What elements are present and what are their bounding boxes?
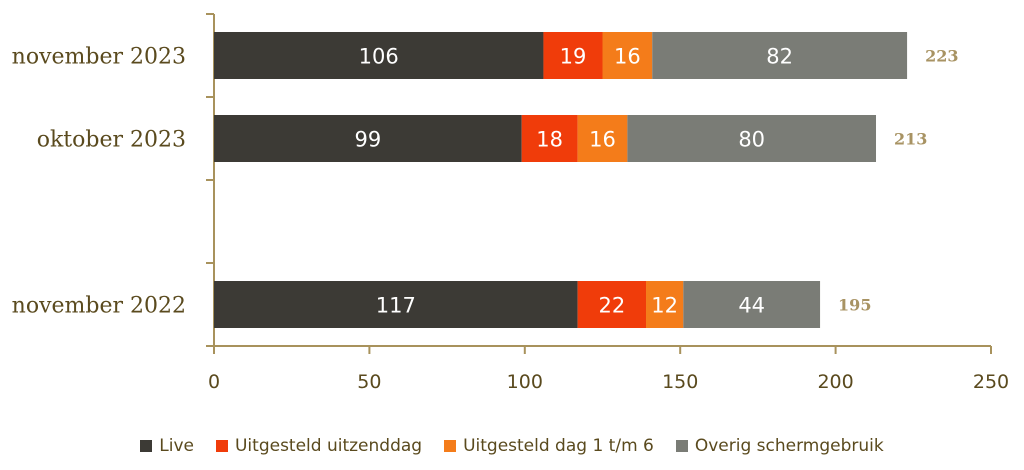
bar-segment [577,115,628,162]
bars: 106 19 16 82 223 99 18 16 80 213 117 22 12 44 195 [214,32,958,328]
segment-value-label: 16 [614,45,641,69]
legend-item: Live [140,436,194,456]
value-tick-label: 50 [357,371,381,393]
segment-value-label: 117 [376,294,416,318]
total-label: 223 [925,47,958,66]
bar-segment [646,281,684,328]
value-tick-label: 0 [208,371,220,393]
total-label: 195 [838,296,871,315]
legend-label: Overig schermgebruik [694,436,884,456]
bar-segment [214,32,544,79]
value-tick-label: 150 [662,371,698,393]
value-tick-label: 100 [507,371,543,393]
legend: Live Uitgesteld uitzenddag Uitgesteld dag … [0,436,1024,456]
legend-item: Uitgesteld uitzenddag [215,436,423,456]
segment-value-label: 19 [560,45,587,69]
legend-label: Uitgesteld dag 1 t/m 6 [463,436,654,456]
category-label: november 2022 [12,294,186,319]
category-label: oktober 2023 [37,128,186,153]
total-label: 213 [894,130,927,149]
bar-segment [577,281,647,328]
value-axis: 0 50 100 150 200 250 [208,345,1009,393]
legend-item: Uitgesteld dag 1 t/m 6 [444,436,654,456]
legend-item: Overig schermgebruik [675,436,884,456]
legend-swatch [444,440,457,452]
bar-segment [214,281,578,328]
bar-segment [683,281,821,328]
segment-value-label: 22 [598,294,625,318]
bar-segment [521,115,578,162]
legend-swatch [140,440,153,452]
bar-segment [602,32,653,79]
value-tick-label: 200 [817,371,853,393]
segment-value-label: 99 [354,128,381,152]
legend-swatch [215,440,228,452]
segment-value-label: 18 [536,128,563,152]
segment-value-label: 44 [738,294,765,318]
legend-swatch [675,440,688,452]
segment-value-label: 80 [738,128,765,152]
legend-label: Uitgesteld uitzenddag [234,436,423,456]
segment-value-label: 82 [766,45,793,69]
legend-label: Live [159,436,194,456]
value-tick-label: 250 [973,371,1009,393]
bar-segment [543,32,603,79]
segment-value-label: 12 [651,294,678,318]
segment-value-label: 106 [359,45,399,69]
bar-segment [652,32,908,79]
bar-segment [214,115,522,162]
category-label: november 2023 [12,45,186,70]
category-axis: november 2023 oktober 2023 november 2022 [12,13,215,347]
bar-segment [627,115,877,162]
segment-value-label: 16 [589,128,616,152]
